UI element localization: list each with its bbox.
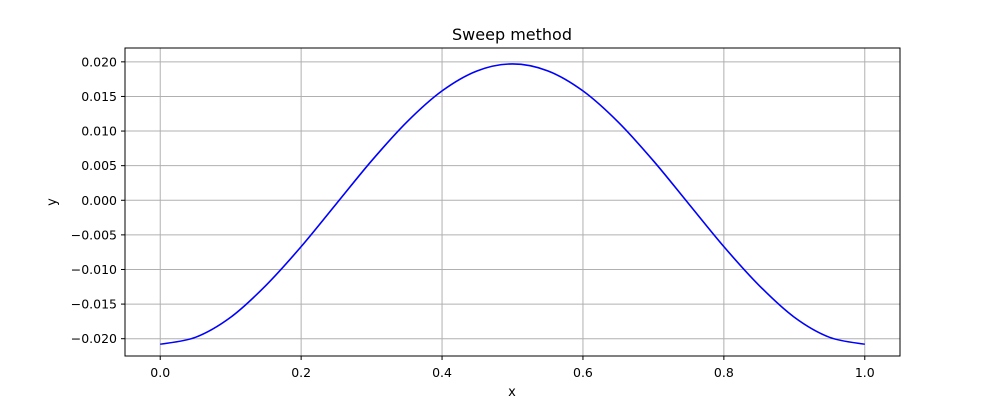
grid — [125, 48, 900, 356]
x-axis-label: x — [508, 385, 516, 400]
x-tick-label: 0.0 — [150, 365, 170, 380]
series-layer — [160, 63, 865, 346]
y-tick-label: −0.020 — [71, 331, 117, 346]
y-tick-label: 0.000 — [81, 193, 117, 208]
y-tick-label: −0.010 — [71, 262, 117, 277]
y-tick-label: 0.015 — [81, 89, 117, 104]
y-tick-label: −0.005 — [71, 227, 117, 242]
y-axis-label: y — [45, 198, 60, 206]
series-line — [160, 63, 865, 346]
y-tick-label: 0.010 — [81, 124, 117, 139]
x-tick-label: 0.2 — [291, 365, 311, 380]
ticks: 0.0 0.2 0.4 0.6 0.8 1.0 −0.020 −0.015 −0.010 −0.0… — [71, 54, 875, 380]
y-tick-label: 0.020 — [81, 54, 117, 69]
y-tick-label: −0.015 — [71, 297, 117, 312]
plot-frame — [124, 47, 901, 357]
y-tick-label: 0.005 — [81, 158, 117, 173]
x-tick-label: 0.6 — [573, 365, 593, 380]
x-tick-label: 0.8 — [714, 365, 734, 380]
chart-title: Sweep method — [452, 25, 572, 44]
x-tick-label: 0.4 — [432, 365, 452, 380]
x-tick-label: 1.0 — [855, 365, 875, 380]
